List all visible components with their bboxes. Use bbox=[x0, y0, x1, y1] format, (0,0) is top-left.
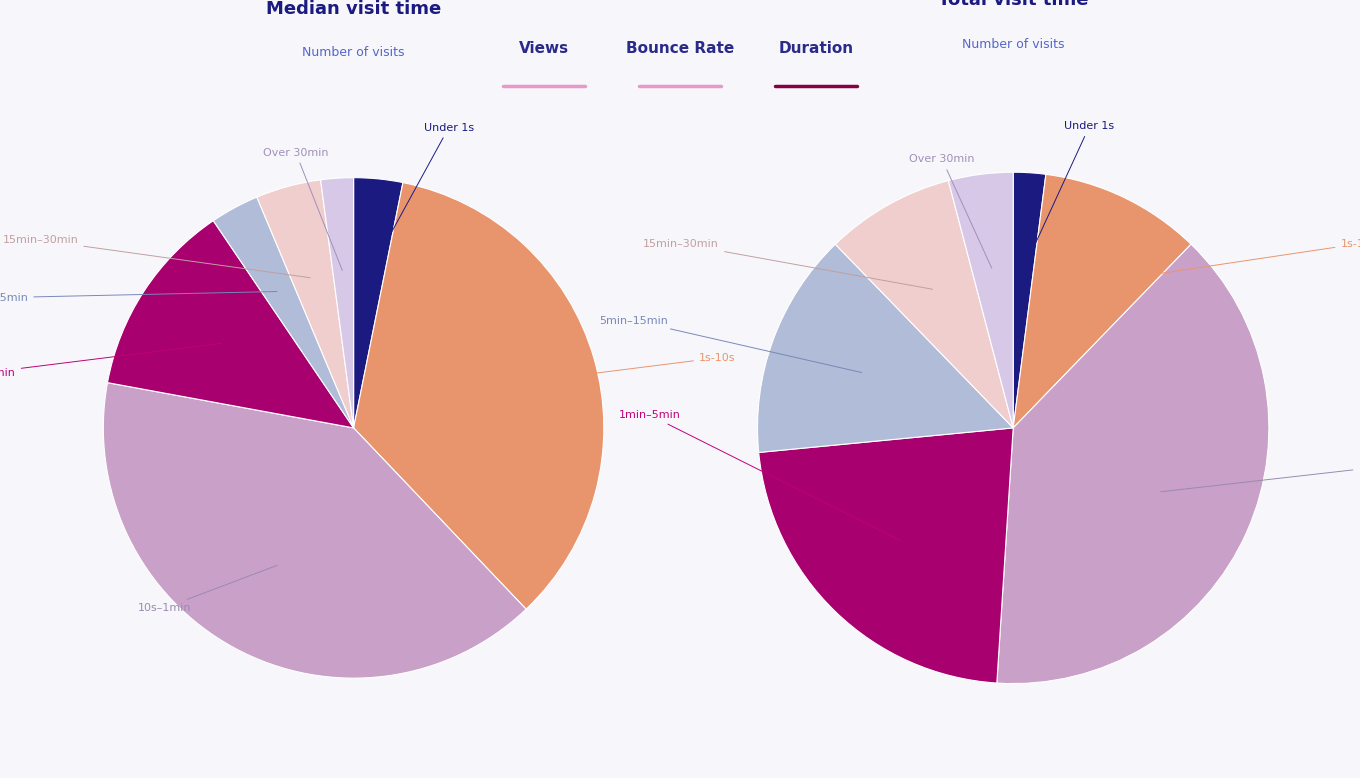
Text: 1s-10s: 1s-10s bbox=[1085, 239, 1360, 285]
Text: Bounce Rate: Bounce Rate bbox=[626, 41, 734, 56]
Text: Duration: Duration bbox=[778, 41, 854, 56]
Wedge shape bbox=[1013, 172, 1046, 428]
Wedge shape bbox=[759, 428, 1013, 683]
Wedge shape bbox=[107, 221, 354, 428]
Wedge shape bbox=[758, 244, 1013, 453]
Text: 1min–5min: 1min–5min bbox=[0, 343, 220, 378]
Text: Number of visits: Number of visits bbox=[962, 38, 1065, 51]
Text: Median visit time: Median visit time bbox=[267, 0, 441, 18]
Text: Under 1s: Under 1s bbox=[1024, 121, 1114, 267]
Wedge shape bbox=[257, 180, 354, 428]
Text: 5min–15min: 5min–15min bbox=[600, 316, 862, 373]
Text: Under 1s: Under 1s bbox=[370, 123, 473, 271]
Text: 1s-10s: 1s-10s bbox=[506, 353, 736, 384]
Text: 10s–1min: 10s–1min bbox=[137, 566, 277, 613]
Wedge shape bbox=[103, 383, 526, 678]
Text: 1min–5min: 1min–5min bbox=[619, 410, 900, 541]
Text: Total visit time: Total visit time bbox=[938, 0, 1088, 9]
Text: Number of visits: Number of visits bbox=[302, 46, 405, 59]
Wedge shape bbox=[835, 180, 1013, 428]
Text: Views: Views bbox=[520, 41, 568, 56]
Text: Over 30min: Over 30min bbox=[262, 148, 343, 271]
Wedge shape bbox=[354, 177, 403, 428]
Text: 15min–30min: 15min–30min bbox=[3, 235, 310, 278]
Wedge shape bbox=[321, 177, 354, 428]
Wedge shape bbox=[1013, 174, 1191, 428]
Wedge shape bbox=[948, 172, 1013, 428]
Wedge shape bbox=[354, 183, 604, 609]
Wedge shape bbox=[997, 244, 1269, 684]
Wedge shape bbox=[214, 197, 354, 428]
Text: Over 30min: Over 30min bbox=[910, 155, 991, 268]
Text: 5min–15min: 5min–15min bbox=[0, 292, 277, 303]
Text: 15min–30min: 15min–30min bbox=[643, 239, 933, 289]
Text: 10s–1min: 10s–1min bbox=[1161, 461, 1360, 492]
